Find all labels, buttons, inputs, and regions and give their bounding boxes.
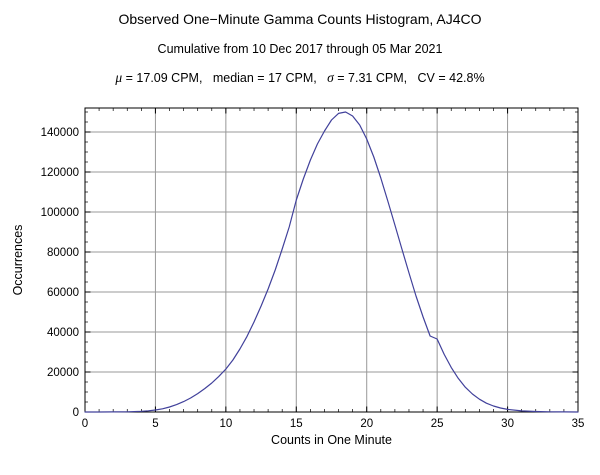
x-axis-label: Counts in One Minute: [271, 433, 392, 447]
y-tick-label: 20000: [47, 367, 79, 379]
y-tick-label: 120000: [41, 167, 79, 179]
x-tick-label: 5: [152, 418, 158, 430]
x-tick-label: 0: [82, 418, 88, 430]
mu-median-text: = 17.09 CPM, median = 17 CPM,: [122, 71, 328, 85]
mu-symbol: μ: [115, 70, 123, 85]
y-tick-label: 140000: [41, 127, 79, 139]
chart-title: Observed One−Minute Gamma Counts Histogr…: [118, 11, 482, 27]
x-tick-label: 30: [501, 418, 514, 430]
chart-subtitle: Cumulative from 10 Dec 2017 through 05 M…: [157, 42, 443, 56]
plot-frame: [84, 107, 579, 413]
histogram-plot: Counts in One Minute Occurrences 0 5 10 15 2…: [11, 107, 585, 447]
x-tick-label: 15: [290, 418, 303, 430]
y-tick-label: 60000: [47, 287, 79, 299]
y-tick-label: 100000: [41, 207, 79, 219]
y-axis-label: Occurrences: [11, 225, 25, 296]
occurrences-curve: [84, 111, 579, 413]
x-tick-label: 20: [360, 418, 373, 430]
y-tick-label: 40000: [47, 327, 79, 339]
x-tick-label: 35: [572, 418, 585, 430]
chart-stats-line: μ = 17.09 CPM, median = 17 CPM, σ = 7.31…: [0, 70, 600, 86]
x-tick-label: 10: [219, 418, 232, 430]
y-tick-label: 0: [73, 407, 79, 419]
y-tick-label: 80000: [47, 247, 79, 259]
sigma-symbol: σ: [327, 70, 334, 85]
x-tick-label: 25: [431, 418, 444, 430]
sigma-cv-text: = 7.31 CPM, CV = 42.8%: [333, 71, 485, 85]
